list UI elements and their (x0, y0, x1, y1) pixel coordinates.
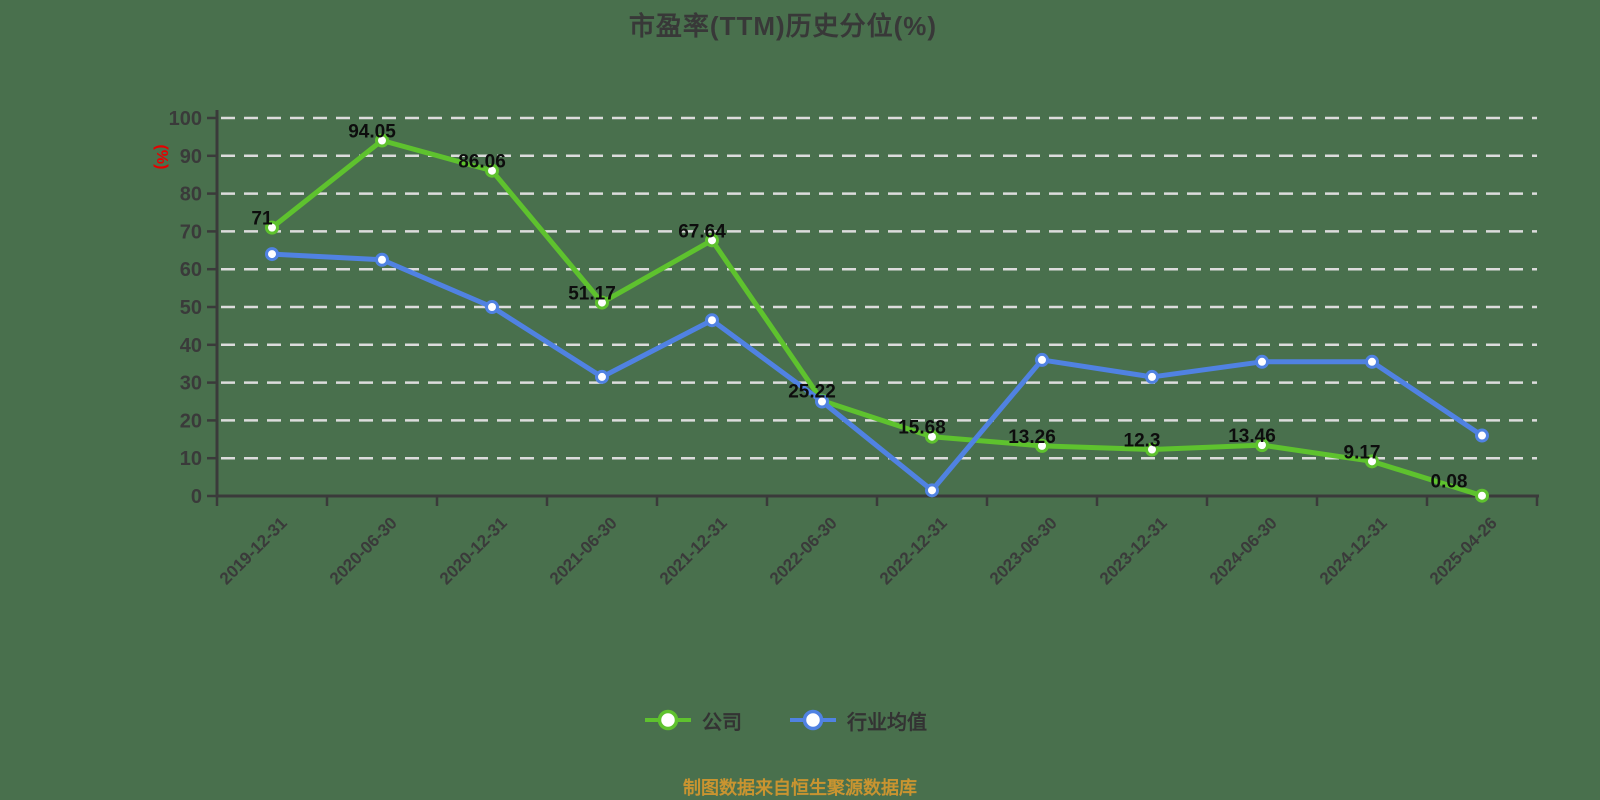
x-axis-labels: 2019-12-31 2020-06-30 2020-12-31 2021-06-30… (216, 513, 1501, 588)
data-labels: 71 94.05 86.06 51.17 67.64 25.22 15.68 13.26 12.… (251, 121, 1467, 492)
x-tick-label: 2020-06-30 (326, 513, 401, 588)
data-point-marker (925, 483, 939, 498)
data-point-label: 15.68 (898, 418, 946, 439)
data-point-marker (705, 233, 719, 248)
chart-title: 市盈率(TTM)历史分位(%) (628, 11, 938, 41)
chart-canvas: 0 10 20 30 40 50 60 70 80 90 100 2019-12-31 2020-06-… (153, 108, 1539, 588)
data-point-marker (595, 295, 609, 310)
y-tick-label: 60 (180, 259, 202, 281)
data-point-marker (1365, 454, 1379, 469)
x-tick-label: 2019-12-31 (216, 513, 291, 588)
y-tick-label: 90 (180, 146, 202, 168)
x-tick-label: 2022-12-31 (876, 513, 951, 588)
data-point-label: 94.05 (348, 121, 396, 142)
y-tick-label: 40 (180, 335, 202, 357)
data-point-marker (1145, 369, 1159, 384)
y-tick-label: 80 (180, 184, 202, 206)
series-industry (265, 247, 1489, 498)
data-point-label: 86.06 (458, 152, 506, 173)
data-point-marker (375, 252, 389, 267)
data-point-marker (705, 313, 719, 328)
data-point-marker (1035, 438, 1049, 453)
x-tick-label: 2024-12-31 (1316, 513, 1391, 588)
industry-series-marker-icon (790, 709, 836, 731)
data-point-marker (595, 369, 609, 384)
x-tick-label: 2024-06-30 (1206, 513, 1281, 588)
data-point-label: 13.46 (1228, 426, 1276, 447)
grid-lines (221, 116, 1537, 460)
legend-item-company[interactable]: 公司 (643, 706, 742, 735)
data-point-marker (1145, 442, 1159, 457)
y-tick-label: 70 (180, 221, 202, 243)
y-tick-label: 20 (180, 410, 202, 432)
x-tick-label: 2022-06-30 (766, 513, 841, 588)
data-point-marker (265, 220, 279, 235)
data-point-label: 9.17 (1344, 442, 1381, 463)
data-point-marker (1255, 438, 1269, 453)
x-tick-label: 2020-12-31 (436, 513, 511, 588)
x-tick-label: 2021-06-30 (546, 513, 621, 588)
y-tick-label: 100 (169, 108, 202, 130)
legend-item-industry[interactable]: 行业均值 (788, 706, 927, 735)
company-series-marker-icon (645, 709, 691, 731)
data-source-note: 制图数据来自恒生聚源数据库 (683, 778, 917, 798)
data-point-marker (1035, 352, 1049, 367)
data-point-marker (1475, 428, 1489, 443)
data-point-label: 0.08 (1431, 472, 1468, 493)
data-point-label: 71 (251, 209, 273, 230)
y-tick-label: 50 (180, 297, 202, 319)
legend-item-label: 公司 (702, 711, 742, 734)
data-point-marker (1475, 488, 1489, 503)
y-axis: 0 10 20 30 40 50 60 70 80 90 100 (169, 108, 217, 508)
chart-legend: 公司 行业均值 (0, 700, 1570, 740)
x-axis-ticks (215, 496, 1539, 506)
data-point-marker (485, 300, 499, 314)
y-tick-label: 10 (180, 448, 202, 470)
x-tick-label: 2025-04-26 (1426, 513, 1501, 588)
y-axis-unit-label: (%) (153, 145, 170, 170)
axes (215, 110, 1539, 498)
data-point-marker (1365, 354, 1379, 369)
data-point-marker (375, 133, 389, 148)
data-point-label: 67.64 (678, 221, 726, 242)
x-tick-label: 2021-12-31 (656, 513, 731, 588)
data-point-marker (1255, 354, 1269, 369)
series-company (265, 133, 1489, 503)
y-tick-label: 30 (180, 373, 202, 395)
data-point-label: 25.22 (788, 382, 836, 403)
legend-item-label: 行业均值 (847, 711, 927, 734)
data-point-marker (265, 247, 279, 262)
data-point-marker (485, 163, 499, 178)
data-point-label: 12.3 (1124, 431, 1161, 452)
data-point-marker (815, 394, 829, 409)
y-tick-label: 0 (191, 486, 202, 508)
data-point-label: 13.26 (1008, 427, 1056, 448)
x-tick-label: 2023-12-31 (1096, 513, 1171, 588)
data-point-label: 51.17 (568, 284, 616, 305)
x-tick-label: 2023-06-30 (986, 513, 1061, 588)
data-point-marker (925, 429, 939, 444)
